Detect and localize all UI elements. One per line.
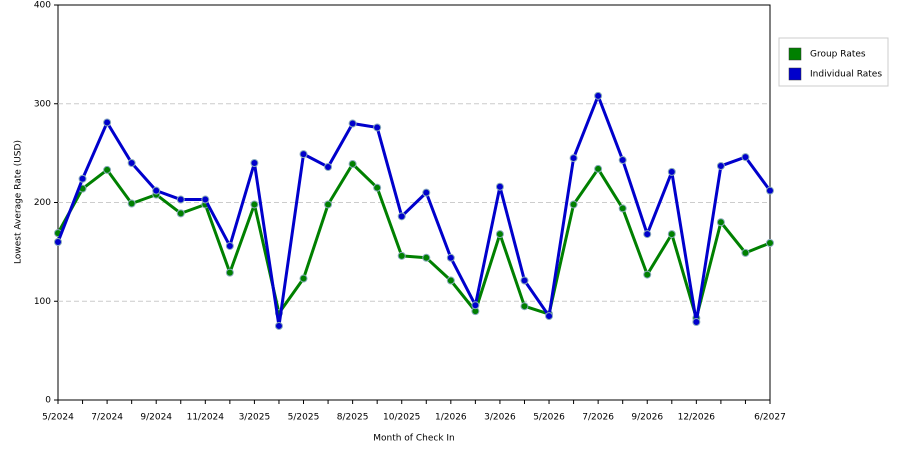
data-point <box>176 209 185 218</box>
y-tick-label: 400 <box>34 1 51 11</box>
x-tick-label: 9/2026 <box>631 413 663 423</box>
data-point <box>520 276 529 285</box>
data-point <box>643 270 652 279</box>
data-point <box>643 230 652 239</box>
y-tick-label: 300 <box>34 99 51 109</box>
y-tick-label: 0 <box>45 396 51 406</box>
data-point <box>594 164 603 173</box>
legend-swatch <box>788 47 802 61</box>
data-point <box>594 91 603 100</box>
x-tick-label: 12/2026 <box>678 413 716 423</box>
legend-swatch <box>788 67 802 81</box>
data-point <box>545 312 554 321</box>
data-point <box>741 248 750 257</box>
x-tick-label: 5/2024 <box>42 413 74 423</box>
data-point <box>667 167 676 176</box>
data-point <box>225 241 234 250</box>
data-point <box>569 154 578 163</box>
legend: Group Rates Individual Rates <box>778 37 889 87</box>
x-tick-label: 8/2025 <box>337 413 369 423</box>
data-point <box>176 195 185 204</box>
data-point <box>495 182 504 191</box>
data-point <box>667 230 676 239</box>
data-point <box>397 212 406 221</box>
data-point <box>446 253 455 262</box>
data-point <box>299 150 308 159</box>
data-point <box>766 238 774 247</box>
data-point <box>422 188 431 197</box>
data-point <box>274 321 283 330</box>
y-tick-label: 200 <box>34 198 51 208</box>
x-tick-label: 3/2025 <box>239 413 271 423</box>
data-point <box>324 200 333 209</box>
data-point <box>78 174 87 183</box>
data-point <box>324 162 333 171</box>
series-line <box>56 162 771 320</box>
legend-label: Group Rates <box>810 50 866 60</box>
data-point <box>741 153 750 162</box>
data-point <box>422 253 431 262</box>
data-point <box>127 199 136 208</box>
x-tick-label: 7/2026 <box>582 413 614 423</box>
data-point <box>250 159 259 167</box>
data-point <box>103 118 112 127</box>
data-point <box>471 301 480 310</box>
data-point <box>495 230 504 239</box>
data-point <box>618 204 627 213</box>
legend-label: Individual Rates <box>810 70 882 80</box>
data-point <box>446 276 455 285</box>
x-tick-label: 11/2024 <box>187 413 225 423</box>
data-point <box>54 238 62 246</box>
x-axis-label: Month of Check In <box>373 434 455 444</box>
x-tick-label: 6/2027 <box>754 413 786 423</box>
data-point <box>692 317 701 326</box>
data-point <box>766 186 774 195</box>
x-tick-label: 3/2026 <box>484 413 516 423</box>
data-point <box>201 195 210 204</box>
data-point <box>373 183 382 192</box>
data-point <box>127 159 136 167</box>
data-point <box>716 218 725 227</box>
x-tick-label: 5/2025 <box>288 413 320 423</box>
series-line <box>56 94 772 328</box>
data-point <box>152 186 161 195</box>
data-point <box>250 200 259 209</box>
data-point <box>569 200 578 209</box>
data-point <box>225 268 234 277</box>
x-tick-label: 5/2026 <box>533 413 565 423</box>
data-point <box>618 156 627 165</box>
x-tick-label: 9/2024 <box>140 413 172 423</box>
y-tick-label: 100 <box>34 297 51 307</box>
data-point <box>299 274 308 283</box>
x-tick-label: 7/2024 <box>91 413 123 423</box>
data-point <box>348 119 357 128</box>
data-point <box>716 161 725 170</box>
x-tick-label: 1/2026 <box>435 413 467 423</box>
data-point <box>397 251 406 260</box>
data-point <box>103 165 112 174</box>
y-axis-label: Lowest Average Rate (USD) <box>14 140 24 264</box>
data-point <box>348 159 357 168</box>
data-point <box>520 302 529 311</box>
x-tick-label: 10/2025 <box>383 413 420 423</box>
data-point <box>373 123 382 132</box>
